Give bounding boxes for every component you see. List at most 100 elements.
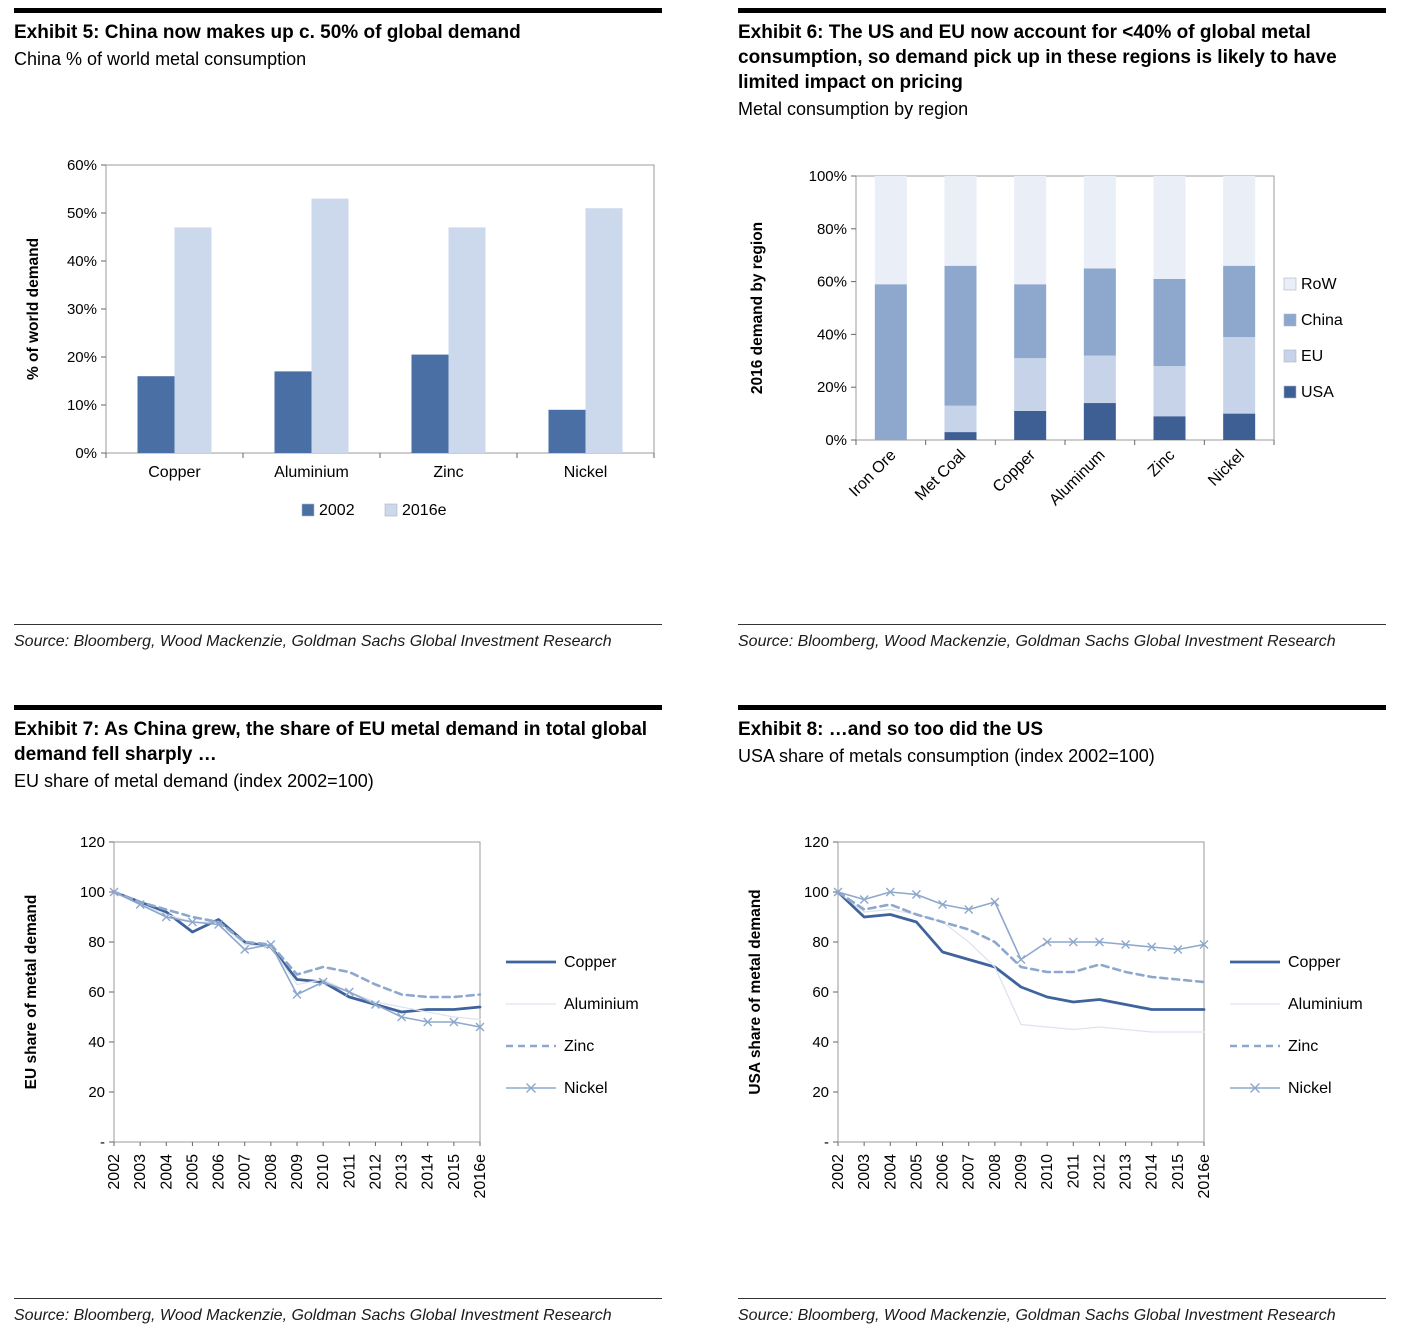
svg-text:2004: 2004	[158, 1153, 175, 1189]
svg-text:2004: 2004	[882, 1154, 899, 1190]
svg-text:40: 40	[812, 1034, 829, 1051]
svg-text:2016 demand by region: 2016 demand by region	[749, 221, 766, 393]
exhibit-6-stacked-bar-chart: 0% 20% 40% 60% 80% 100% Iron Ore Met Coal Copper…	[749, 168, 1343, 509]
svg-text:2012: 2012	[367, 1153, 384, 1189]
svg-text:2010: 2010	[315, 1153, 332, 1189]
svg-text:2012: 2012	[1091, 1154, 1108, 1190]
svg-text:-: -	[824, 1134, 829, 1151]
exhibit-8-subtitle: USA share of metals consumption (index 2…	[738, 746, 1155, 767]
svg-text:Nickel: Nickel	[1288, 1080, 1332, 1097]
svg-text:60: 60	[812, 984, 829, 1001]
svg-text:2016e: 2016e	[1196, 1154, 1213, 1199]
svg-text:20%: 20%	[67, 349, 97, 366]
svg-text:100: 100	[804, 884, 829, 901]
svg-text:2016e: 2016e	[472, 1153, 489, 1198]
svg-text:Nickel: Nickel	[1205, 446, 1248, 489]
svg-text:Iron Ore: Iron Ore	[846, 446, 900, 500]
svg-text:Zinc: Zinc	[1145, 446, 1178, 479]
svg-text:10%: 10%	[67, 397, 97, 414]
svg-text:USA: USA	[1301, 384, 1334, 401]
exhibit-6-panel: Exhibit 6: The US and EU now account for…	[738, 8, 1386, 653]
exhibit-5-subtitle: China % of world metal consumption	[14, 49, 307, 70]
exhibit-5-source-rule	[14, 624, 662, 626]
svg-text:2010: 2010	[1039, 1154, 1056, 1190]
svg-text:2002: 2002	[319, 502, 355, 519]
svg-text:2014: 2014	[420, 1153, 437, 1189]
svg-text:2005: 2005	[184, 1153, 201, 1189]
exhibit-6-title-rule	[738, 8, 1386, 13]
svg-text:2011: 2011	[341, 1153, 358, 1188]
exhibit-7-line-chart: - 20 40 60 80 100 120 2002 2003 2004 2005 2006 2007 2…	[23, 834, 639, 1199]
exhibit-5-bar-chart: 0% 10% 20% 30% 40% 50% 60% Copper Aluminium Zinc N…	[25, 157, 655, 519]
svg-text:2002: 2002	[830, 1154, 847, 1190]
exhibit-8-panel: Exhibit 8: …and so too did the US USA sh…	[738, 705, 1386, 1324]
exhibit-8-source-rule	[738, 1298, 1386, 1300]
svg-text:80: 80	[812, 934, 829, 951]
svg-text:2008: 2008	[987, 1154, 1004, 1190]
svg-text:20: 20	[88, 1084, 105, 1101]
exhibit-8-title-rule	[738, 705, 1386, 710]
svg-text:Aluminium: Aluminium	[564, 996, 639, 1013]
exhibit-8-title: Exhibit 8: …and so too did the US	[738, 719, 1044, 740]
svg-text:Copper: Copper	[1288, 954, 1341, 971]
exhibit-7-subtitle: EU share of metal demand (index 2002=100…	[14, 771, 374, 792]
svg-text:EU share of metal demand: EU share of metal demand	[23, 894, 40, 1089]
svg-text:100: 100	[80, 884, 105, 901]
exhibit-5-chart: 0% 10% 20% 30% 40% 50% 60% Copper Aluminium Zinc N…	[14, 151, 662, 543]
svg-text:Aluminium: Aluminium	[274, 464, 349, 481]
svg-text:Zinc: Zinc	[433, 464, 463, 481]
exhibit-8-source-block: Source: Bloomberg, Wood Mackenzie, Goldm…	[738, 1298, 1386, 1327]
svg-text:20%: 20%	[817, 379, 847, 396]
svg-text:Aluminum: Aluminum	[1046, 446, 1108, 508]
exhibit-8-source-text: Source: Bloomberg, Wood Mackenzie, Goldm…	[738, 1307, 1336, 1325]
svg-text:50%: 50%	[67, 205, 97, 222]
research-exhibits-page: Exhibit 5: China now makes up c. 50% of …	[14, 8, 1386, 1324]
exhibit-7-panel: Exhibit 7: As China grew, the share of E…	[14, 705, 662, 1324]
exhibit-7-source-text: Source: Bloomberg, Wood Mackenzie, Goldm…	[14, 1306, 612, 1324]
exhibit-5-title-rule	[14, 8, 662, 13]
exhibit-7-title: Exhibit 7: As China grew, the share of E…	[14, 719, 648, 766]
svg-text:-: -	[100, 1134, 105, 1151]
exhibit-8-chart: - 20 40 60 80 100 120 2002 2003 2004 2005 2006 2007 2…	[738, 828, 1386, 1298]
exhibit-7-source-block: Source: Bloomberg, Wood Mackenzie, Goldm…	[14, 1297, 662, 1327]
svg-text:20: 20	[812, 1084, 829, 1101]
svg-text:2009: 2009	[1013, 1154, 1030, 1190]
svg-text:2003: 2003	[132, 1153, 149, 1189]
svg-text:100%: 100%	[809, 168, 847, 185]
exhibit-5-source-text: Source: Bloomberg, Wood Mackenzie, Goldm…	[14, 633, 612, 651]
svg-text:2006: 2006	[211, 1153, 228, 1189]
svg-text:2008: 2008	[263, 1153, 280, 1189]
svg-text:0%: 0%	[75, 445, 97, 462]
svg-text:60%: 60%	[67, 157, 97, 174]
svg-text:% of world demand: % of world demand	[25, 238, 42, 380]
svg-text:2011: 2011	[1065, 1154, 1082, 1189]
svg-text:40%: 40%	[67, 253, 97, 270]
svg-text:2016e: 2016e	[402, 502, 447, 519]
svg-text:RoW: RoW	[1301, 276, 1337, 293]
svg-text:Copper: Copper	[564, 954, 617, 971]
svg-text:2003: 2003	[856, 1154, 873, 1190]
svg-text:40: 40	[88, 1034, 105, 1051]
svg-text:Nickel: Nickel	[564, 464, 608, 481]
svg-text:80%: 80%	[817, 220, 847, 237]
exhibit-8-line-chart: - 20 40 60 80 100 120 2002 2003 2004 2005 2006 2007 2…	[747, 834, 1363, 1199]
svg-text:Copper: Copper	[990, 446, 1040, 496]
svg-text:40%: 40%	[817, 326, 847, 343]
svg-text:Met Coal: Met Coal	[912, 446, 969, 503]
svg-text:2002: 2002	[106, 1153, 123, 1189]
exhibit-5-source-block: Source: Bloomberg, Wood Mackenzie, Goldm…	[14, 624, 662, 653]
svg-text:120: 120	[80, 834, 105, 851]
svg-text:60: 60	[88, 984, 105, 1001]
svg-text:2007: 2007	[961, 1154, 978, 1190]
svg-text:80: 80	[88, 934, 105, 951]
svg-text:Nickel: Nickel	[564, 1080, 608, 1097]
svg-text:2013: 2013	[394, 1153, 411, 1189]
svg-text:0%: 0%	[825, 432, 847, 449]
svg-text:2009: 2009	[289, 1153, 306, 1189]
svg-text:120: 120	[804, 834, 829, 851]
svg-text:2007: 2007	[237, 1153, 254, 1189]
exhibit-7-chart: - 20 40 60 80 100 120 2002 2003 2004 2005 2006 2007 2…	[14, 828, 662, 1298]
exhibit-6-source-block: Source: Bloomberg, Wood Mackenzie, Goldm…	[738, 624, 1386, 653]
svg-text:Copper: Copper	[148, 464, 201, 481]
svg-text:USA share of metal demand: USA share of metal demand	[747, 890, 764, 1095]
